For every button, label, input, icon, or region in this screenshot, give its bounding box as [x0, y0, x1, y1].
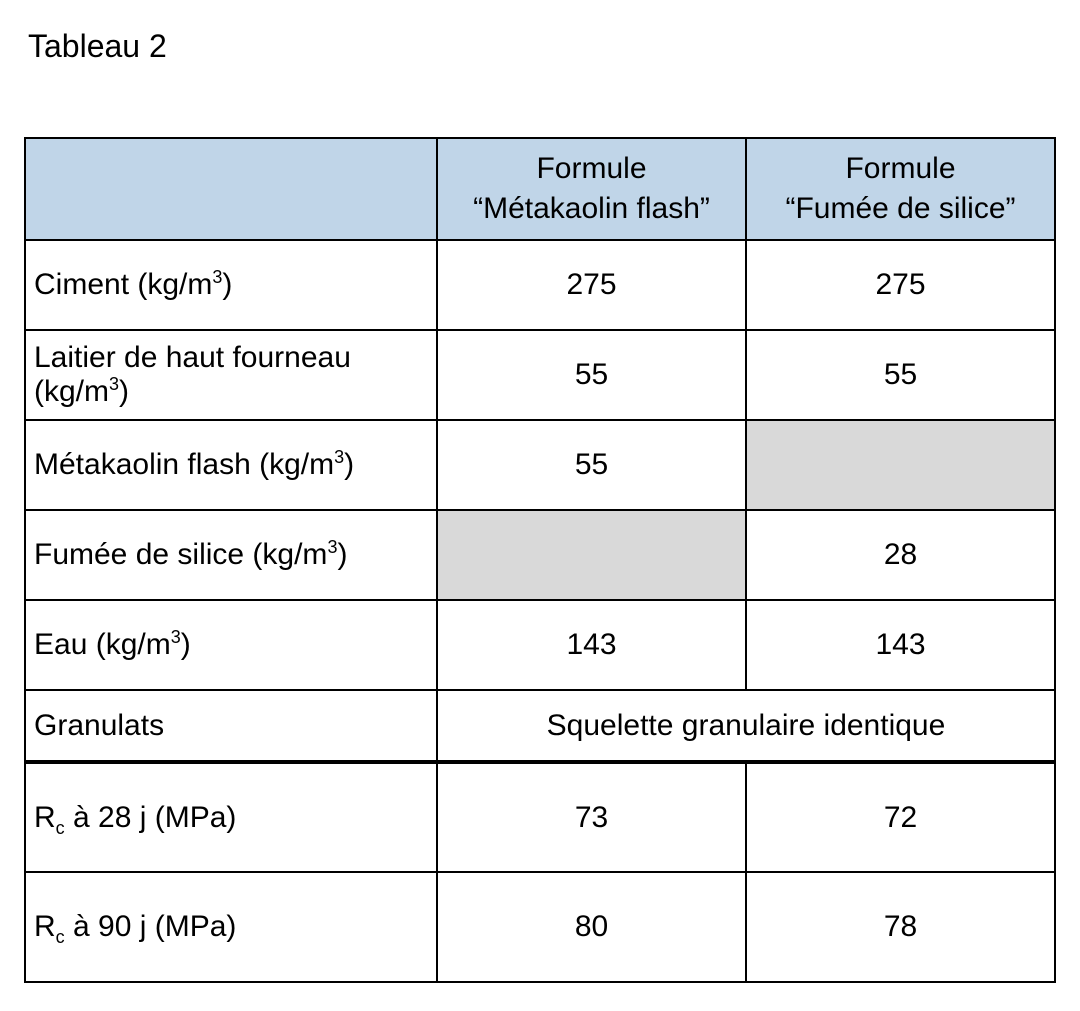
row-metakaolin-v2: [746, 420, 1055, 510]
row-eau-v2: 143: [746, 600, 1055, 690]
row-rc28-v1: 73: [437, 762, 746, 872]
row-ciment-label: Ciment (kg/m3): [25, 240, 437, 330]
row-fumee: Fumée de silice (kg/m3) 28: [25, 510, 1055, 600]
header-col-1-line2: “Métakaolin flash”: [473, 192, 710, 225]
row-eau-label: Eau (kg/m3): [25, 600, 437, 690]
row-eau-v1: 143: [437, 600, 746, 690]
row-laitier: Laitier de haut fourneau (kg/m3) 55 55: [25, 330, 1055, 420]
row-metakaolin: Métakaolin flash (kg/m3) 55: [25, 420, 1055, 510]
header-col-1-line1: Formule: [536, 152, 646, 185]
row-ciment-v1: 275: [437, 240, 746, 330]
row-rc90-v2: 78: [746, 872, 1055, 982]
table-caption: Tableau 2: [28, 28, 1056, 65]
data-table: Formule “Métakaolin flash” Formule “Fumé…: [24, 137, 1056, 983]
row-granulats-merged: Squelette granulaire identique: [437, 690, 1055, 762]
row-metakaolin-v1: 55: [437, 420, 746, 510]
row-granulats-label: Granulats: [25, 690, 437, 762]
row-rc28-label: Rc à 28 j (MPa): [25, 762, 437, 872]
row-ciment: Ciment (kg/m3) 275 275: [25, 240, 1055, 330]
header-col-2-line1: Formule: [845, 152, 955, 185]
row-rc28: Rc à 28 j (MPa) 73 72: [25, 762, 1055, 872]
row-metakaolin-label: Métakaolin flash (kg/m3): [25, 420, 437, 510]
row-laitier-v1: 55: [437, 330, 746, 420]
row-fumee-v2: 28: [746, 510, 1055, 600]
row-rc90-label: Rc à 90 j (MPa): [25, 872, 437, 982]
row-rc90-v1: 80: [437, 872, 746, 982]
row-ciment-v2: 275: [746, 240, 1055, 330]
row-laitier-label: Laitier de haut fourneau (kg/m3): [25, 330, 437, 420]
header-col-1: Formule “Métakaolin flash”: [437, 138, 746, 240]
row-eau: Eau (kg/m3) 143 143: [25, 600, 1055, 690]
row-fumee-v1: [437, 510, 746, 600]
header-row: Formule “Métakaolin flash” Formule “Fumé…: [25, 138, 1055, 240]
header-blank: [25, 138, 437, 240]
row-granulats: Granulats Squelette granulaire identique: [25, 690, 1055, 762]
row-fumee-label: Fumée de silice (kg/m3): [25, 510, 437, 600]
header-col-2: Formule “Fumée de silice”: [746, 138, 1055, 240]
header-col-2-line2: “Fumée de silice”: [785, 192, 1015, 225]
row-rc28-v2: 72: [746, 762, 1055, 872]
row-rc90: Rc à 90 j (MPa) 80 78: [25, 872, 1055, 982]
row-laitier-v2: 55: [746, 330, 1055, 420]
